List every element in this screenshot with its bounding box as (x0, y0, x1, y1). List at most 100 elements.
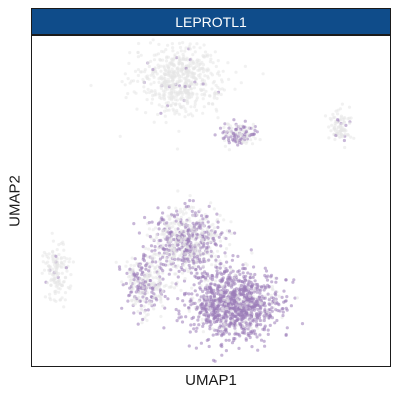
cell-point (219, 290, 223, 294)
cell-point (284, 306, 288, 310)
cell-point (149, 82, 153, 86)
cell-point (223, 322, 227, 327)
cell-point (249, 322, 253, 326)
cell-point (152, 292, 156, 296)
cell-point (182, 72, 186, 76)
cell-point (195, 326, 199, 330)
cell-point (266, 292, 270, 296)
cell-point (185, 101, 190, 106)
cell-point (135, 285, 139, 289)
cell-point (157, 221, 161, 225)
cell-point (55, 257, 60, 261)
cell-point (161, 211, 165, 215)
cell-point (44, 252, 48, 256)
cell-point (174, 230, 178, 234)
cell-point (154, 296, 158, 301)
cell-point (153, 248, 157, 252)
cell-point (187, 306, 191, 310)
cell-point (209, 290, 213, 294)
cell-point (147, 77, 151, 81)
cell-point (174, 307, 178, 312)
cell-point (267, 316, 271, 320)
cell-point (142, 299, 146, 303)
cell-point (150, 264, 154, 268)
cell-point (143, 70, 147, 74)
cell-point (57, 253, 61, 257)
cell-point (177, 41, 182, 45)
cell-point (191, 259, 195, 263)
cell-point (182, 269, 186, 273)
cell-point (249, 284, 253, 289)
cell-point (206, 279, 210, 283)
cell-point (176, 189, 180, 193)
cell-point (232, 295, 236, 299)
cell-point (190, 292, 194, 296)
cell-point (206, 274, 210, 278)
cell-point (195, 305, 199, 309)
cell-point (188, 61, 192, 65)
cell-point (60, 283, 64, 287)
cell-point (170, 97, 174, 101)
cell-point (191, 53, 195, 57)
cluster-1 (213, 118, 262, 152)
cell-point (50, 267, 54, 271)
cell-point (142, 304, 146, 308)
cell-point (138, 311, 142, 315)
cell-point (136, 51, 140, 55)
cell-point (201, 221, 205, 225)
cell-point (182, 259, 186, 263)
cell-point (338, 123, 343, 127)
cell-point (198, 260, 202, 264)
cell-point (347, 105, 352, 109)
cell-point (269, 293, 273, 297)
cell-point (192, 61, 196, 65)
cell-point (208, 94, 212, 98)
cell-point (270, 287, 274, 291)
cell-point (238, 138, 242, 142)
cell-point (258, 138, 262, 142)
cell-point (160, 105, 164, 109)
cell-point (227, 136, 231, 140)
cell-point (154, 260, 158, 264)
cell-point (201, 324, 205, 328)
cell-point (215, 328, 219, 332)
cell-point (263, 266, 267, 270)
cell-point (53, 260, 57, 264)
cell-point (257, 316, 262, 320)
cell-point (205, 235, 209, 239)
cell-point (167, 248, 171, 252)
cell-point (142, 81, 146, 85)
cell-point (149, 274, 153, 278)
cell-point (126, 92, 130, 96)
cell-point (208, 327, 212, 331)
cell-point (258, 307, 262, 311)
cell-point (196, 244, 200, 248)
cell-point (178, 45, 183, 50)
cell-point (133, 294, 137, 299)
cell-point (263, 344, 267, 348)
cell-point (145, 262, 149, 266)
cell-point (176, 66, 180, 70)
cell-point (224, 247, 229, 251)
cell-point (197, 323, 201, 327)
cell-point (159, 86, 163, 90)
cell-point (204, 307, 208, 311)
cell-point (214, 310, 218, 314)
cell-point (183, 252, 187, 256)
cell-point (187, 79, 191, 83)
cell-point (235, 305, 239, 309)
cell-point (41, 260, 45, 264)
cell-point (145, 297, 149, 301)
cell-point (210, 313, 214, 317)
cell-point (209, 71, 213, 75)
cell-point (171, 264, 175, 268)
cell-point (285, 326, 289, 330)
cell-point (165, 235, 169, 239)
cell-point (238, 291, 242, 295)
cell-point (204, 89, 208, 93)
cell-point (203, 259, 207, 264)
cell-point (251, 275, 255, 279)
cell-point (230, 258, 234, 262)
cell-point (158, 259, 162, 263)
cell-point (270, 285, 274, 289)
